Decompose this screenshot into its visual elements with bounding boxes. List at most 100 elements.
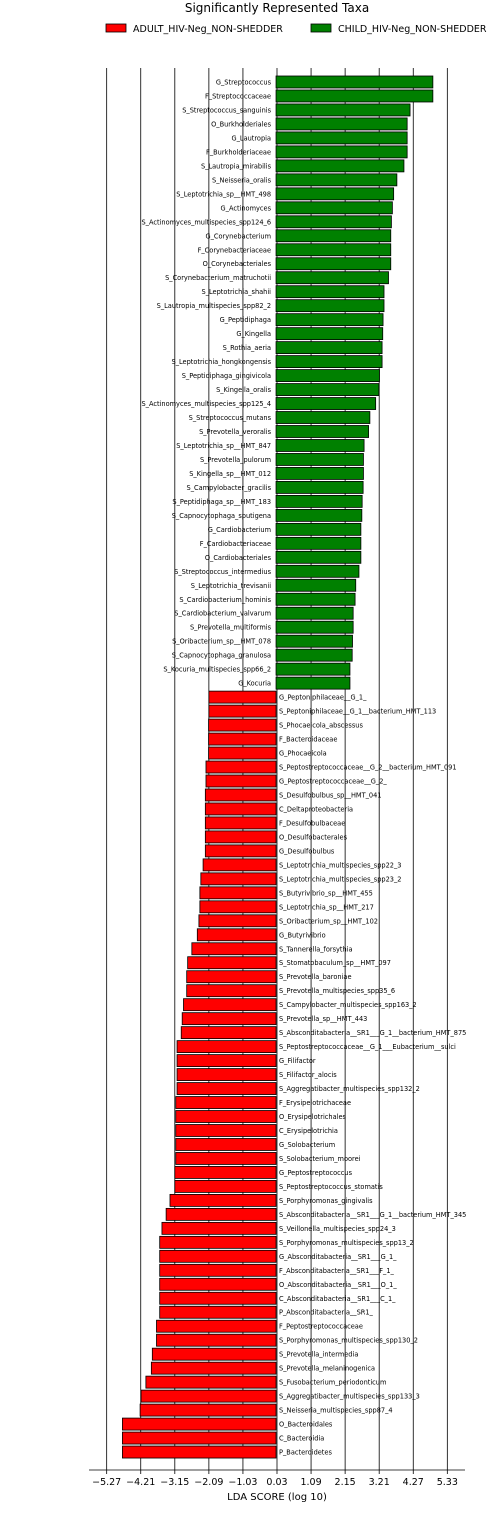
bar [275,131,408,145]
bar [199,900,277,914]
bar-label: S_Prevotella_melaninogenica [279,1365,375,1373]
bar-label: G_Solobacterium [279,1141,335,1149]
bar [161,1221,277,1235]
legend-swatch-child [310,23,332,33]
legend-label-adult: ADULT_HIV-Neg_NON-SHEDDER [133,24,283,35]
bar [204,802,277,816]
bar [208,718,277,732]
bar [180,1026,277,1040]
bar [151,1347,277,1361]
bar-label: G_Lautropia [231,134,271,142]
bar-label: S_Corynebacterium_matruchotii [165,274,271,282]
bars [122,75,434,1459]
bar-label: C_Absconditabacteria__SR1___C_1_ [279,1295,396,1303]
legend: ADULT_HIV-Neg_NON-SHEDDER CHILD_HIV-Neg_… [105,23,487,35]
bar [156,1319,277,1333]
bar [183,998,277,1012]
bar-label: S_Leptotrichia_shahii [202,288,272,296]
bar-label: S_Streptococcus_intermedius [174,568,271,576]
bar [275,550,362,564]
bar-label: S_Prevotella_sp__HMT_443 [279,1015,367,1023]
bar-label: G_Peptoniphilaceae__G_1_ [279,694,367,702]
bar-label: S_Oribacterium_sp__HMT_102 [279,917,378,925]
bar-label: S_Aggregatibacter_multispecies_spp133_3 [279,1393,420,1401]
x-tick-label: −5.27 [92,1477,121,1488]
bar [204,830,277,844]
bar-label: S_Lautropia_multispecies_spp82_2 [157,302,271,310]
bar [275,229,392,243]
bar-label: S_Kingella_sp__HMT_012 [189,470,271,478]
bar-label: S_Prevotella_intermedia [279,1351,358,1359]
bar [159,1249,277,1263]
bar-label: O_Erysipelotrichales [279,1113,347,1121]
bar-label: S_Peptostreptococcaceae__G_2__bacterium_… [279,764,457,772]
bar-label: S_Porphyromonas_multispecies_spp13_2 [279,1239,414,1247]
x-tick-label: 5.33 [437,1477,458,1488]
bar-label: G_Peptostreptococcus [279,1169,353,1177]
bar [139,1403,277,1417]
bar [198,914,277,928]
x-axis-label: LDA SCORE (log 10) [227,1492,327,1503]
bar-label: G_Corynebacterium [205,232,271,240]
bar-label: G_Filifactor [279,1057,316,1065]
bar [275,257,392,271]
bar [159,1277,277,1291]
bar [159,1263,277,1277]
bar [275,313,384,327]
bar-label: G_Kingella [236,330,271,338]
bar [174,1180,277,1193]
bar [275,411,371,424]
bar-label: G_Streptococcus [216,79,272,87]
bar [275,285,385,299]
bar-label: S_Leptotrichia_sp__HMT_217 [279,903,374,911]
bar-label: S_Peptostreptococcus_stomatis [279,1183,383,1191]
bar-label: O_Burkholderiales [211,120,271,128]
bar-label: S_Capnocytophaga_sputigena [172,512,271,520]
bar [275,201,393,215]
bar [275,173,398,187]
bar-label: S_Cardiobacterium_valvarum [174,610,271,618]
bar-label: S_Porphyromonas_gingivalis [279,1197,373,1205]
bar [208,704,277,718]
bar [165,1207,277,1221]
x-tick-label: −2.09 [194,1477,223,1488]
bar-label: S_Absconditabacteria__SR1___G_1__bacteri… [279,1211,466,1219]
bar-label: O_Desulfobacterales [279,833,348,841]
bar [208,690,277,704]
bar [159,1291,277,1305]
legend-swatch-adult [105,23,127,33]
bar [275,592,356,606]
bar-label: O_Bacteroidales [279,1421,333,1429]
bar-label: G_Peptidiphaga [220,316,271,324]
bar [275,439,365,452]
x-axis: −5.27 −4.21 −3.15 −2.09 −1.03 0.03 1.09 2.15 3.2… [89,1469,465,1488]
bar [275,676,351,690]
bar [176,1082,277,1095]
bar [275,271,389,285]
bar [176,1040,277,1054]
bar-label: S_Capnocytophaga_granulosa [172,652,271,660]
bar-label: F_Absconditabacteria__SR1___F_1_ [279,1267,395,1275]
bar-label: O_Cardiobacteriales [205,554,272,562]
bar [159,1235,277,1249]
bar-label: F_Cardiobacteriaceae [200,540,271,548]
bar [275,536,362,550]
bar [205,760,277,774]
bar-label: P_Bacteroidetes [279,1449,332,1457]
bar [181,1012,277,1026]
x-tick-label: 4.27 [403,1477,424,1488]
bar-label: F_Peptostreptococcaceae [279,1323,363,1331]
bar-label: S_Actinomyces_multispecies_spp125_4 [142,400,272,408]
bar [275,508,363,522]
bar-label: S_Prevotella_baroniae [279,973,351,981]
bar [122,1431,277,1445]
x-tick-label: −4.21 [126,1477,155,1488]
bar-label: S_Prevotella_veroralis [199,428,272,436]
bar [275,383,380,396]
bar [275,215,392,229]
x-tick-label: 1.09 [300,1477,321,1488]
bar-label: S_Veillonella_multispecies_spp24_3 [279,1225,396,1233]
bar-label: S_Filifactor_alocis [279,1071,337,1079]
bar [150,1361,277,1375]
bar-label: S_Prevotella_multiformis [190,624,272,632]
